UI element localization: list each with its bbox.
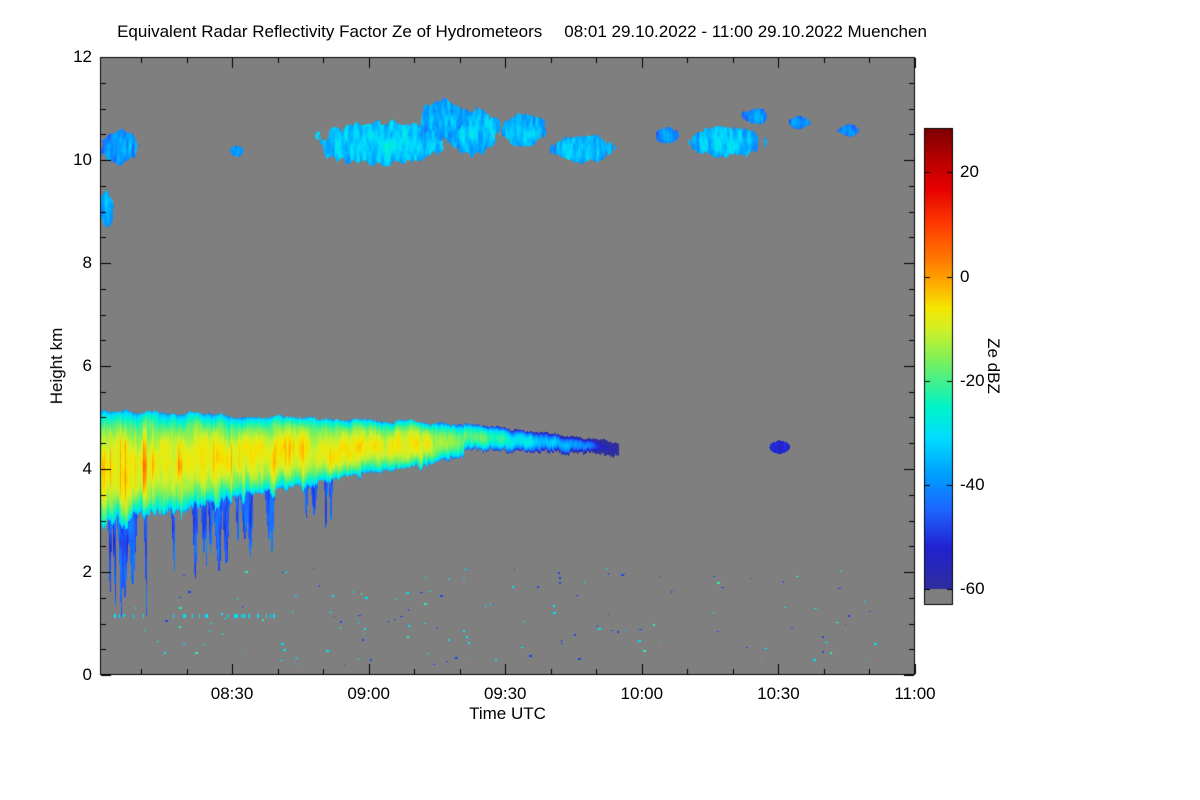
chart-title-daterange: 08:01 29.10.2022 - 11:00 29.10.2022 Muen… [564,22,927,41]
y-axis-label: Height km [47,327,66,405]
x-axis-label: Time UTC [469,704,546,723]
chart-title: Equivalent Radar Reflectivity Factor Ze … [0,22,1044,42]
colorbar-label: Ze dBZ [984,338,1003,394]
chart-title-main: Equivalent Radar Reflectivity Factor Ze … [117,22,543,41]
